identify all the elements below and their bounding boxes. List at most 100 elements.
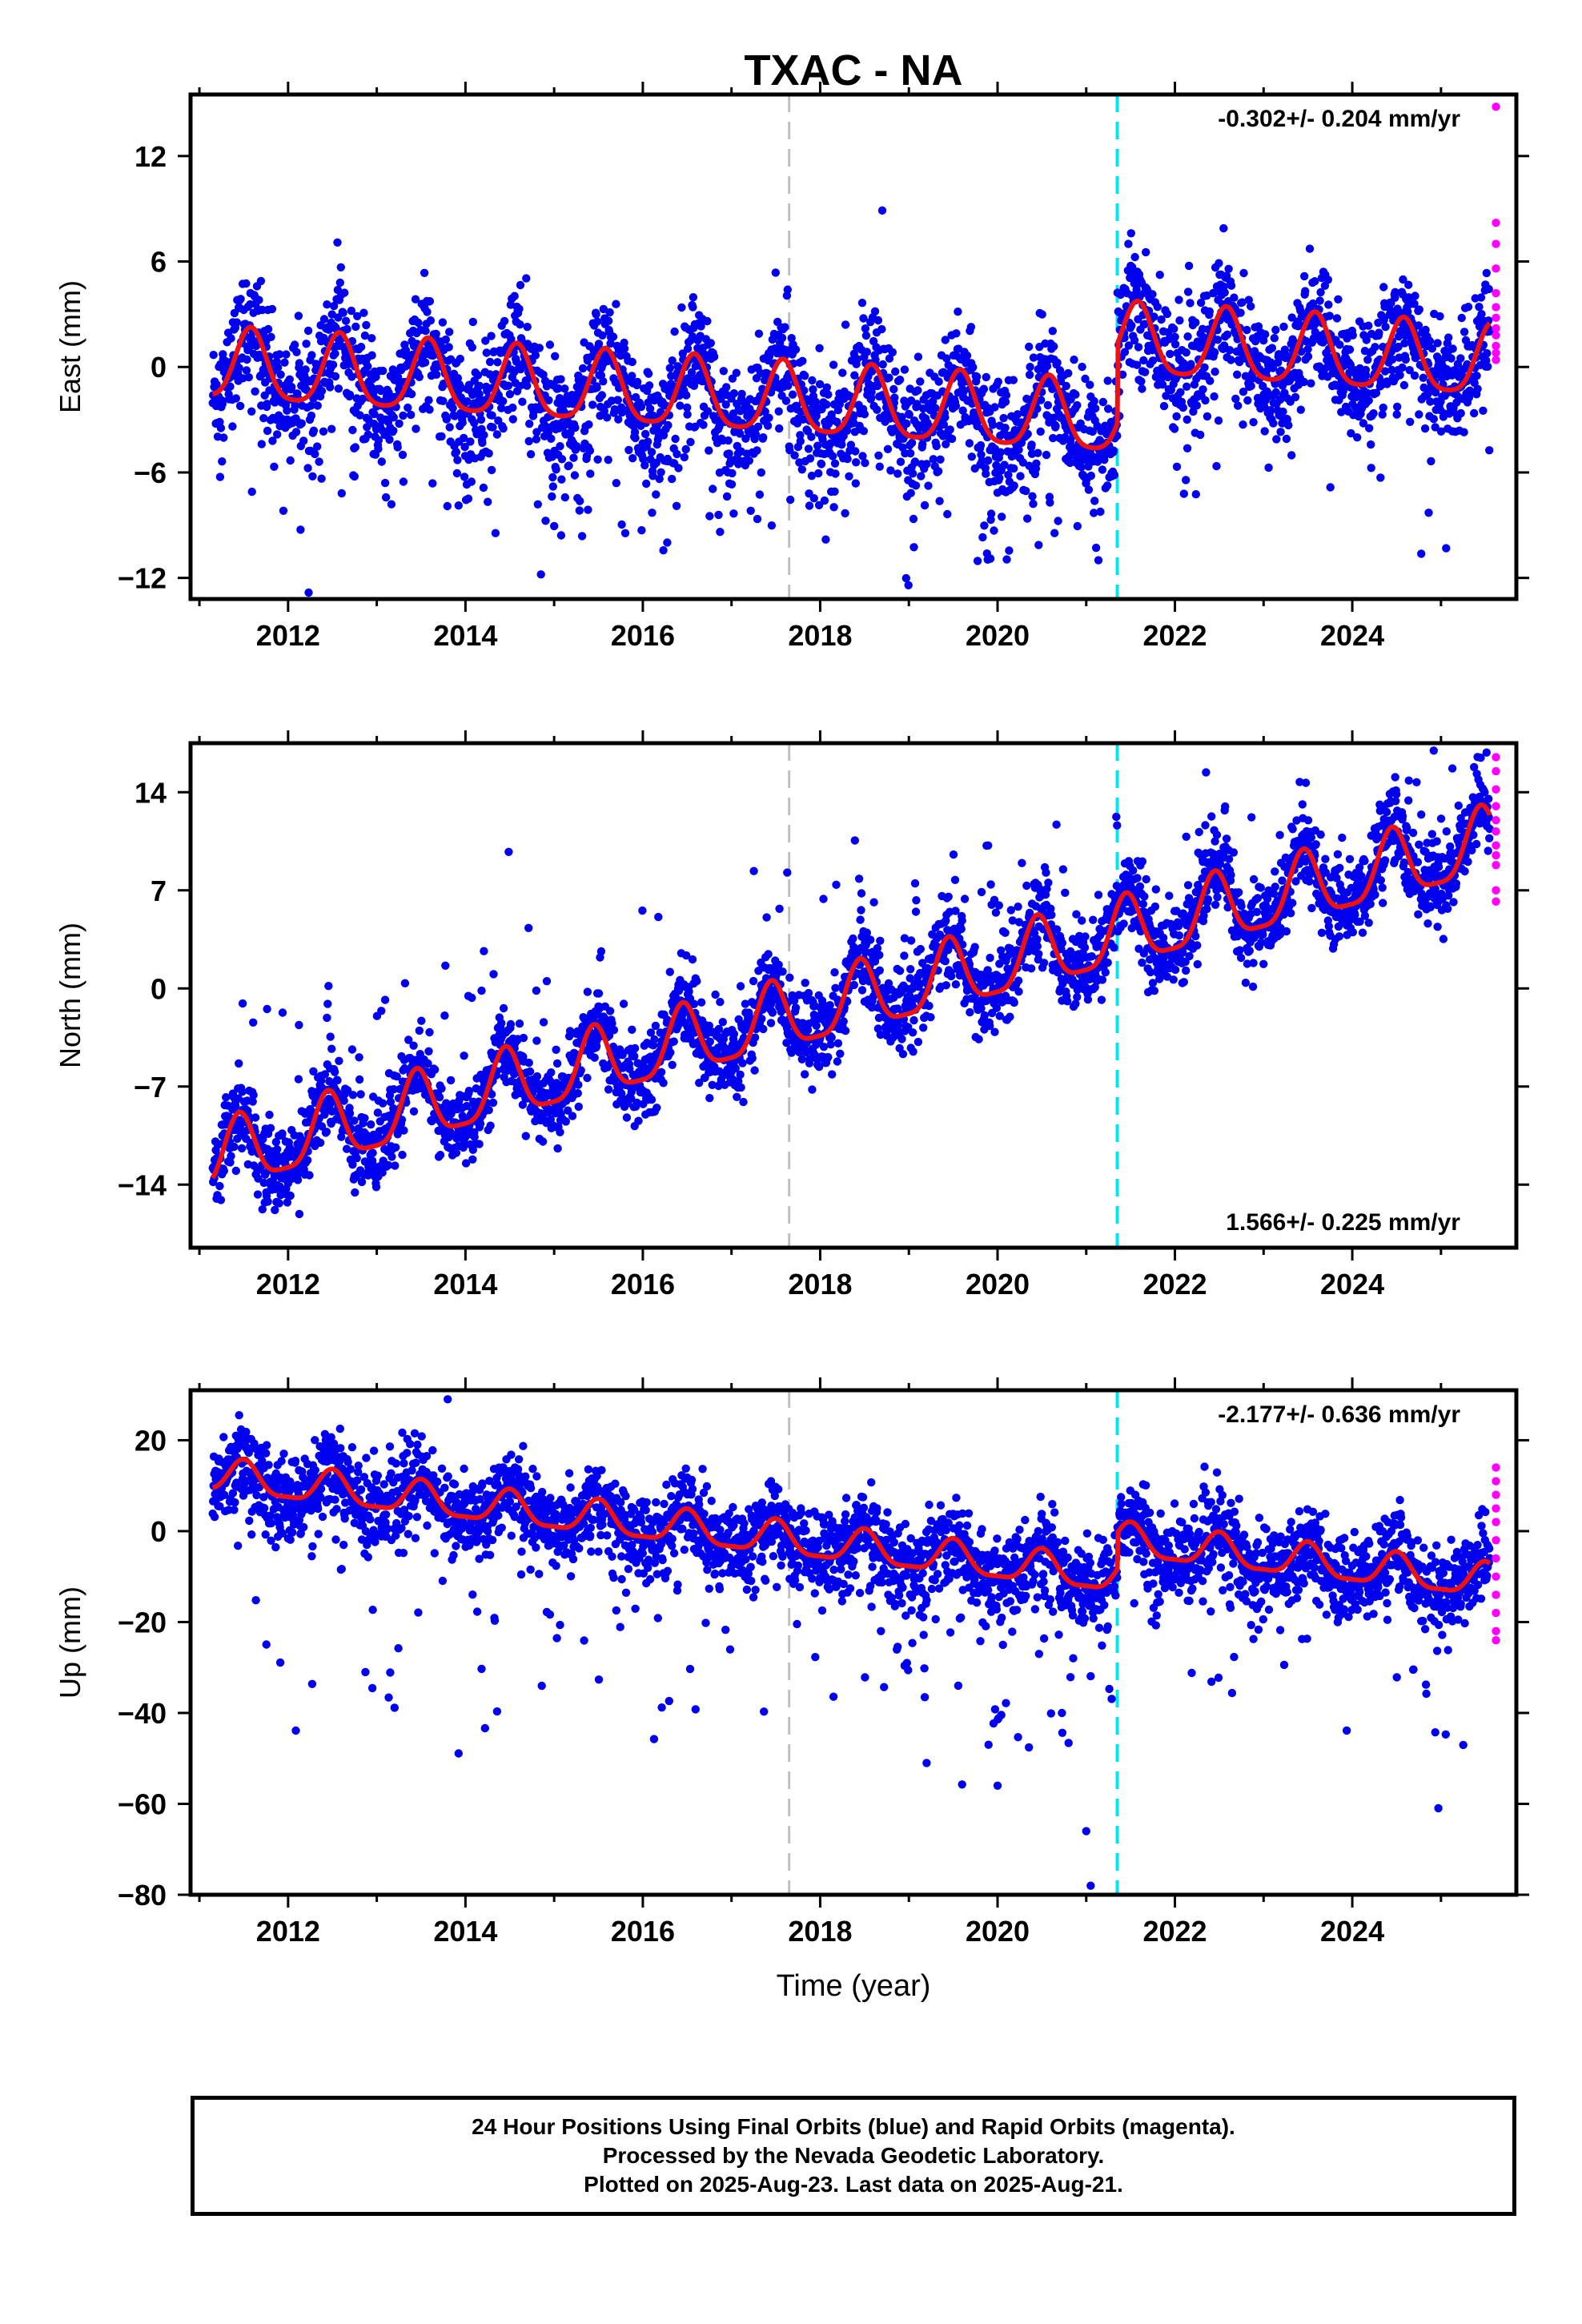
final-orbit-point <box>604 456 612 464</box>
final-orbit-point <box>605 1007 615 1015</box>
final-orbit-point <box>1120 348 1130 356</box>
final-orbit-point <box>1427 344 1437 353</box>
final-orbit-point <box>485 357 495 367</box>
final-orbit-point <box>499 424 508 433</box>
final-orbit-point <box>640 460 649 470</box>
final-orbit-point <box>1238 298 1247 307</box>
final-orbit-point <box>736 429 745 438</box>
axes-frame-east <box>188 92 1519 601</box>
final-orbit-point <box>232 318 241 327</box>
final-orbit-point <box>913 352 923 361</box>
final-orbit-point <box>822 383 832 392</box>
final-orbit-point <box>541 517 550 525</box>
final-orbit-point <box>1475 303 1484 312</box>
final-orbit-point <box>315 457 323 466</box>
final-orbit-point <box>317 387 327 396</box>
final-orbit-point <box>1264 463 1273 472</box>
final-orbit-point <box>788 390 797 399</box>
final-orbit-point <box>247 487 256 497</box>
final-orbit-point <box>1191 318 1200 327</box>
final-orbit-point <box>1447 354 1456 363</box>
final-orbit-point <box>356 1090 365 1099</box>
final-orbit-point <box>1307 379 1315 388</box>
final-orbit-point <box>1104 404 1113 413</box>
final-orbit-point <box>551 352 560 360</box>
final-orbit-point <box>1442 544 1451 553</box>
final-orbit-point <box>667 372 676 380</box>
final-orbit-point <box>345 1109 355 1118</box>
final-orbit-point <box>935 497 944 505</box>
final-orbit-point <box>552 1059 562 1068</box>
y-tick-label: −12 <box>118 562 167 595</box>
final-orbit-point <box>1231 394 1240 404</box>
final-orbit-point <box>230 1142 239 1152</box>
final-orbit-point <box>1375 328 1383 337</box>
final-orbit-point <box>1036 427 1045 436</box>
final-orbit-point <box>947 434 957 444</box>
final-orbit-point <box>853 355 861 364</box>
final-orbit-point <box>417 1016 426 1025</box>
final-orbit-point <box>423 308 432 316</box>
final-orbit-point <box>904 581 913 589</box>
final-orbit-point <box>645 404 655 413</box>
final-orbit-point <box>293 1176 303 1184</box>
final-orbit-point <box>1433 339 1442 348</box>
final-orbit-point <box>1435 312 1444 321</box>
final-orbit-point <box>1421 325 1430 335</box>
final-orbit-point <box>822 400 831 409</box>
final-orbit-point <box>583 1073 592 1083</box>
final-orbit-point <box>380 478 390 488</box>
final-orbit-point <box>753 422 763 431</box>
final-orbit-point <box>348 1091 358 1100</box>
final-orbit-point <box>1182 476 1191 485</box>
final-orbit-point <box>858 452 867 460</box>
final-orbit-point <box>729 1030 739 1039</box>
final-orbit-point <box>1159 401 1169 411</box>
final-orbit-point <box>1477 310 1486 319</box>
final-orbit-point <box>817 460 826 468</box>
final-orbit-point <box>1054 517 1062 525</box>
final-orbit-point <box>1182 415 1191 424</box>
final-orbit-point <box>1260 402 1269 411</box>
final-orbit-point <box>1103 481 1112 490</box>
x-tick-label: 2016 <box>611 619 675 652</box>
final-orbit-point <box>522 274 531 283</box>
final-orbit-point <box>564 461 573 470</box>
final-orbit-point <box>1118 370 1127 379</box>
final-orbit-point <box>1227 281 1236 290</box>
final-orbit-point <box>594 989 604 998</box>
final-orbit-point <box>313 401 322 410</box>
final-orbit-point <box>343 324 351 334</box>
final-orbit-point <box>1170 324 1178 333</box>
chart-title: TXAC - NA <box>745 46 963 94</box>
final-orbit-point <box>1073 400 1082 410</box>
final-orbit-point <box>285 375 294 384</box>
final-orbit-point <box>737 389 746 399</box>
final-orbit-point <box>484 497 492 506</box>
final-orbit-point <box>1196 430 1205 440</box>
final-orbit-point <box>389 426 398 435</box>
final-orbit-point <box>1162 392 1170 400</box>
final-orbit-point <box>1266 406 1275 415</box>
final-orbit-point <box>1400 339 1409 348</box>
final-orbit-point <box>1158 380 1167 389</box>
final-orbit-point <box>432 370 441 379</box>
final-orbit-point <box>965 439 974 448</box>
final-orbit-point <box>665 364 674 372</box>
final-orbit-point <box>1269 419 1278 428</box>
final-orbit-point <box>1048 327 1058 336</box>
final-orbit-point <box>913 386 922 395</box>
final-orbit-point <box>709 485 717 493</box>
final-orbit-point <box>592 317 602 326</box>
final-orbit-point <box>1398 363 1407 372</box>
final-orbit-point <box>628 372 636 380</box>
final-orbit-point <box>1236 308 1245 317</box>
rapid-orbit-point <box>1492 324 1500 333</box>
final-orbit-point <box>1203 291 1211 300</box>
final-orbit-point <box>395 419 404 428</box>
final-orbit-point <box>807 472 817 480</box>
final-orbit-point <box>1404 280 1413 289</box>
final-orbit-point <box>1172 462 1182 471</box>
final-orbit-point <box>233 1134 242 1144</box>
